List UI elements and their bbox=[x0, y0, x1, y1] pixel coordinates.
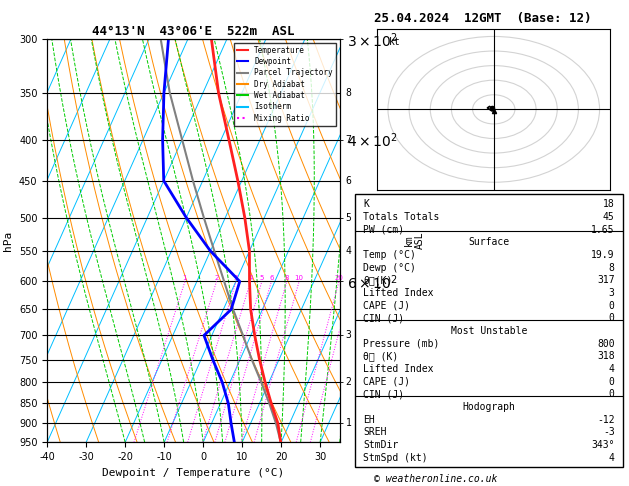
Text: Lifted Index: Lifted Index bbox=[364, 364, 434, 374]
Y-axis label: km
ASL: km ASL bbox=[404, 232, 425, 249]
Text: 18: 18 bbox=[603, 199, 615, 209]
Text: -3: -3 bbox=[603, 427, 615, 437]
X-axis label: Dewpoint / Temperature (°C): Dewpoint / Temperature (°C) bbox=[103, 468, 284, 478]
Text: 343°: 343° bbox=[591, 440, 615, 450]
Text: CAPE (J): CAPE (J) bbox=[364, 301, 410, 311]
Text: 2: 2 bbox=[214, 276, 219, 281]
Text: 6: 6 bbox=[269, 276, 274, 281]
Text: Hodograph: Hodograph bbox=[462, 402, 516, 412]
Text: CIN (J): CIN (J) bbox=[364, 313, 404, 323]
Text: Most Unstable: Most Unstable bbox=[451, 326, 527, 336]
Text: kt: kt bbox=[389, 37, 401, 47]
Text: 0: 0 bbox=[609, 377, 615, 387]
Text: Dewp (°C): Dewp (°C) bbox=[364, 263, 416, 273]
Text: 8: 8 bbox=[345, 88, 352, 98]
Text: 6: 6 bbox=[345, 176, 352, 186]
Text: 45: 45 bbox=[603, 212, 615, 222]
Text: 1: 1 bbox=[182, 276, 187, 281]
Text: 0: 0 bbox=[609, 301, 615, 311]
Text: 4: 4 bbox=[609, 364, 615, 374]
Text: K: K bbox=[364, 199, 369, 209]
Text: Temp (°C): Temp (°C) bbox=[364, 250, 416, 260]
Text: 2: 2 bbox=[345, 377, 352, 387]
Text: 317: 317 bbox=[597, 276, 615, 285]
Text: Lifted Index: Lifted Index bbox=[364, 288, 434, 298]
Text: 10: 10 bbox=[294, 276, 304, 281]
Text: θᴇ(K): θᴇ(K) bbox=[364, 276, 392, 285]
Text: 3: 3 bbox=[234, 276, 238, 281]
Text: SREH: SREH bbox=[364, 427, 387, 437]
Text: Totals Totals: Totals Totals bbox=[364, 212, 440, 222]
Text: 0: 0 bbox=[609, 389, 615, 399]
Legend: Temperature, Dewpoint, Parcel Trajectory, Dry Adiabat, Wet Adiabat, Isotherm, Mi: Temperature, Dewpoint, Parcel Trajectory… bbox=[233, 43, 336, 125]
Text: 4: 4 bbox=[345, 246, 352, 256]
Text: 3: 3 bbox=[345, 330, 352, 340]
Text: 25.04.2024  12GMT  (Base: 12): 25.04.2024 12GMT (Base: 12) bbox=[374, 12, 592, 25]
Text: Surface: Surface bbox=[469, 238, 509, 247]
Text: 4: 4 bbox=[248, 276, 253, 281]
Text: -12: -12 bbox=[597, 415, 615, 425]
Text: StmSpd (kt): StmSpd (kt) bbox=[364, 452, 428, 463]
Text: 318: 318 bbox=[597, 351, 615, 362]
Text: 1.65: 1.65 bbox=[591, 225, 615, 235]
Text: 5: 5 bbox=[345, 213, 352, 223]
Text: CIN (J): CIN (J) bbox=[364, 389, 404, 399]
Text: 0: 0 bbox=[609, 313, 615, 323]
Text: θᴇ (K): θᴇ (K) bbox=[364, 351, 399, 362]
Text: 4: 4 bbox=[609, 452, 615, 463]
Text: 8: 8 bbox=[609, 263, 615, 273]
Text: EH: EH bbox=[364, 415, 375, 425]
Text: © weatheronline.co.uk: © weatheronline.co.uk bbox=[374, 473, 498, 484]
Text: 800: 800 bbox=[597, 339, 615, 349]
Text: 20: 20 bbox=[335, 276, 343, 281]
Text: 5: 5 bbox=[260, 276, 264, 281]
Text: 7: 7 bbox=[345, 135, 352, 144]
Y-axis label: hPa: hPa bbox=[3, 230, 13, 251]
Text: 8: 8 bbox=[284, 276, 289, 281]
Text: Pressure (mb): Pressure (mb) bbox=[364, 339, 440, 349]
Title: 44°13'N  43°06'E  522m  ASL: 44°13'N 43°06'E 522m ASL bbox=[92, 25, 294, 38]
Text: CAPE (J): CAPE (J) bbox=[364, 377, 410, 387]
Text: 19.9: 19.9 bbox=[591, 250, 615, 260]
Text: StmDir: StmDir bbox=[364, 440, 399, 450]
Text: PW (cm): PW (cm) bbox=[364, 225, 404, 235]
Text: 1: 1 bbox=[345, 418, 352, 428]
Text: 3: 3 bbox=[609, 288, 615, 298]
